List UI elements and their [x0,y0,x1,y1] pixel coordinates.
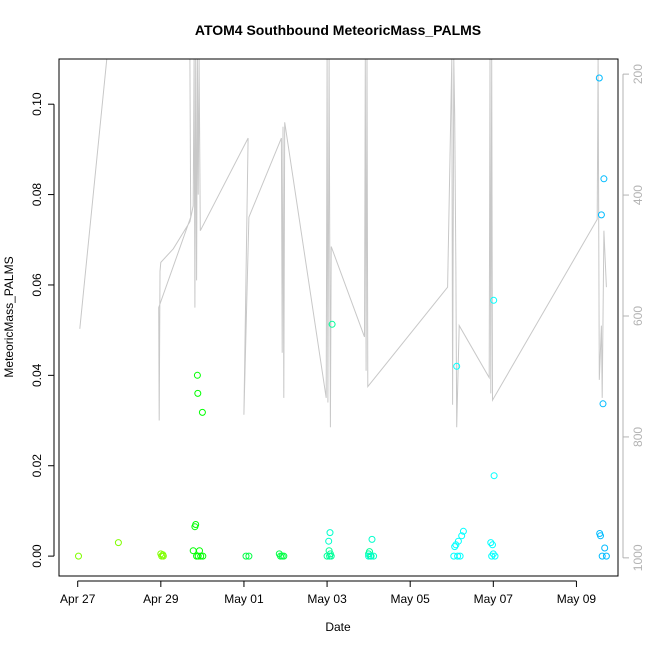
data-point [197,552,205,560]
data-point [602,552,610,560]
data-point [159,552,167,560]
data-point [458,532,466,540]
x-axis-label: Date [325,620,351,634]
x-tick-label: May 05 [391,592,431,606]
data-point [366,548,373,556]
data-point [489,550,497,558]
data-points-layer [75,74,610,560]
y-tick-label: 0.04 [30,363,44,387]
data-point [370,552,378,560]
data-point [454,552,462,560]
data-point [75,552,82,560]
x-tick-label: Apr 29 [143,592,179,606]
data-point [456,552,464,560]
axes-layer: Apr 27 Apr 29 May 01 May 03 May 05 May 07 May … [30,64,645,606]
data-point [454,537,462,545]
data-point [368,535,376,543]
data-point [491,552,499,560]
data-point [459,527,467,535]
y-tick-label: 0.10 [30,92,44,116]
data-point [242,552,250,560]
data-point [114,539,122,547]
data-point [490,296,498,304]
x-tick-label: May 01 [224,592,264,606]
chart-title: ATOM4 Southbound MeteoricMass_PALMS [195,22,481,38]
data-point [280,552,288,560]
data-point [198,408,206,416]
plot-frame [58,58,619,577]
data-point [194,389,202,397]
x-tick-label: May 03 [307,592,347,606]
x-tick-label: Apr 27 [60,592,96,606]
data-point [599,400,607,408]
x-tick-label: May 07 [474,592,514,606]
data-point [326,529,334,537]
y-tick-label: 0.06 [30,273,44,297]
x-tick-label: May 09 [557,592,597,606]
right-tick-label: 400 [631,185,645,205]
y-tick-label: 0.02 [30,454,44,478]
data-point [597,211,605,219]
data-point [597,532,604,540]
y-tick-label: 0.08 [30,183,44,207]
data-point [489,541,496,549]
data-point [488,552,496,560]
data-point [193,371,201,379]
data-point [451,543,459,551]
data-point [595,74,603,82]
y-tick-label: 0.00 [30,544,44,568]
right-tick-label: 1000 [631,544,645,571]
data-point [192,521,200,528]
data-point [327,552,335,560]
data-point [490,472,498,480]
data-point [325,537,333,545]
right-tick-label: 200 [631,64,645,84]
data-point [366,552,374,560]
y-axis-label: MeteoricMass_PALMS [2,256,16,377]
data-point [245,552,253,560]
right-tick-label: 800 [631,427,645,447]
data-point [487,539,495,547]
data-point [600,175,608,183]
data-point [598,552,606,560]
data-point [328,320,336,328]
data-point [199,552,207,560]
right-tick-label: 600 [631,306,645,326]
data-point [601,544,609,552]
data-point [453,362,461,370]
